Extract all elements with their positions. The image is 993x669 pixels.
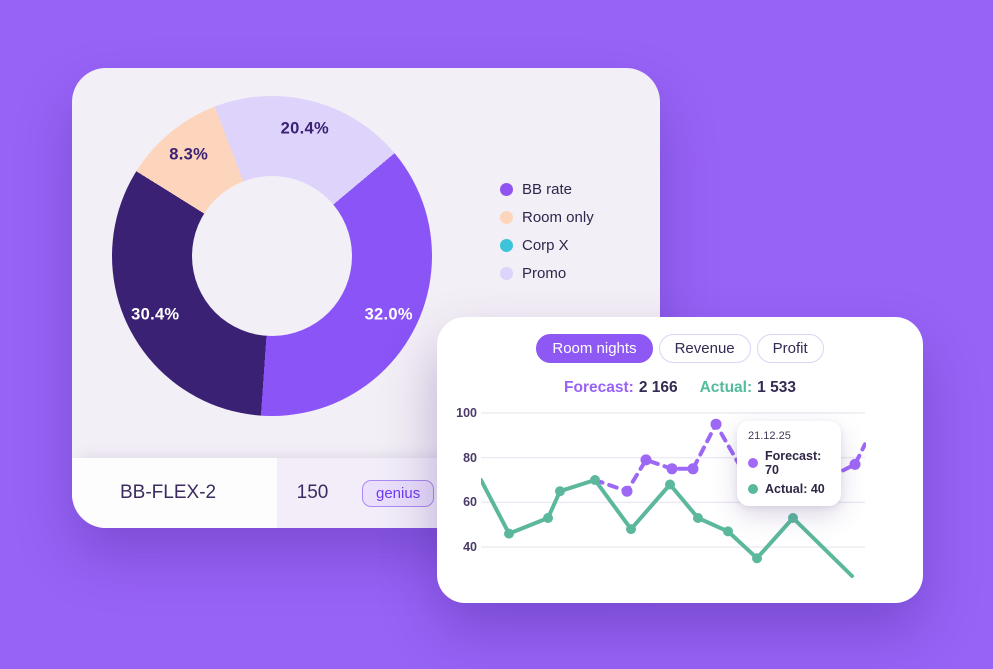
tooltip-forecast-row: Forecast: 70 (748, 449, 830, 477)
donut-hole (192, 176, 352, 336)
legend-dot-icon (500, 183, 513, 196)
actual-point[interactable] (626, 524, 636, 535)
tab-revenue[interactable]: Revenue (658, 334, 751, 363)
legend-dot-icon (500, 239, 513, 252)
y-axis-label: 40 (463, 540, 477, 554)
actual-total-value: 1 533 (757, 379, 796, 396)
rooms-count: 150 (296, 482, 329, 503)
line-chart-area[interactable]: 100 80 60 40 (449, 405, 911, 597)
actual-line[interactable] (481, 478, 854, 578)
forecast-dot-icon (748, 458, 758, 468)
forecast-point[interactable] (666, 463, 678, 475)
actual-point[interactable] (752, 553, 762, 564)
totals-summary: Forecast: 2 166 Actual: 1 533 (437, 379, 923, 397)
legend-item-bb-rate[interactable]: BB rate (500, 181, 594, 198)
forecast-total-value: 2 166 (638, 379, 678, 396)
legend-label: BB rate (522, 181, 573, 198)
actual-point[interactable] (788, 513, 798, 523)
actual-point[interactable] (555, 486, 565, 497)
donut-chart-wrap: 20.4% 32.0% 30.4% 8.3% (112, 96, 432, 416)
tooltip-actual-row: Actual: 40 (748, 482, 830, 496)
line-chart-svg[interactable] (481, 405, 866, 597)
actual-point[interactable] (665, 479, 675, 490)
forecast-point[interactable] (687, 463, 699, 475)
tab-room-nights[interactable]: Room nights (536, 334, 653, 363)
rate-mix-card: 20.4% 32.0% 30.4% 8.3% BB rate Room only Co… (72, 68, 660, 528)
legend-item-corp-x[interactable]: Corp X (500, 237, 594, 254)
donut-slice-label: 8.3% (169, 145, 209, 164)
forecast-total-label: Forecast: (564, 379, 634, 396)
legend-label: Corp X (522, 237, 569, 254)
actual-total-label: Actual: (699, 379, 753, 396)
legend-dot-icon (500, 267, 513, 280)
forecast-point[interactable] (640, 454, 652, 466)
donut-legend: BB rate Room only Corp X Promo (500, 181, 594, 282)
genius-badge[interactable]: genius (362, 479, 435, 507)
actual-point[interactable] (504, 528, 514, 539)
tab-profit[interactable]: Profit (756, 334, 824, 363)
rate-name-cell: BB-FLEX-2 (72, 458, 277, 528)
tooltip-date: 21.12.25 (748, 430, 791, 442)
y-axis-label: 60 (463, 495, 477, 510)
legend-dot-icon (500, 211, 513, 224)
legend-item-promo[interactable]: Promo (500, 265, 594, 282)
forecast-point[interactable] (621, 485, 633, 497)
actual-point[interactable] (693, 513, 703, 523)
forecast-point[interactable] (710, 418, 722, 430)
rate-name: BB-FLEX-2 (120, 482, 217, 503)
y-axis-label: 100 (456, 406, 477, 420)
donut-slice-label: 30.4% (131, 305, 180, 324)
actual-point[interactable] (590, 475, 600, 485)
actual-point[interactable] (543, 513, 553, 523)
actual-dot-icon (748, 484, 758, 494)
donut-slice-label: 20.4% (280, 119, 329, 138)
legend-label: Room only (522, 209, 594, 226)
chart-tooltip: 21.12.25 Forecast: 70 Actual: 40 (737, 421, 841, 506)
y-axis-label: 80 (463, 450, 477, 465)
actual-point[interactable] (723, 526, 733, 537)
tooltip-forecast-text: Forecast: 70 (765, 449, 822, 477)
forecast-line[interactable] (593, 422, 866, 494)
legend-label: Promo (522, 265, 567, 282)
donut-slice-label: 32.0% (364, 305, 413, 324)
legend-item-room-only[interactable]: Room only (500, 209, 594, 226)
metric-tabs: Room nights Revenue Profit (437, 334, 923, 363)
forecast-point[interactable] (849, 458, 861, 470)
forecast-chart-card: Room nights Revenue Profit Forecast: 2 16… (437, 317, 923, 603)
tooltip-actual-text: Actual: 40 (765, 482, 825, 496)
